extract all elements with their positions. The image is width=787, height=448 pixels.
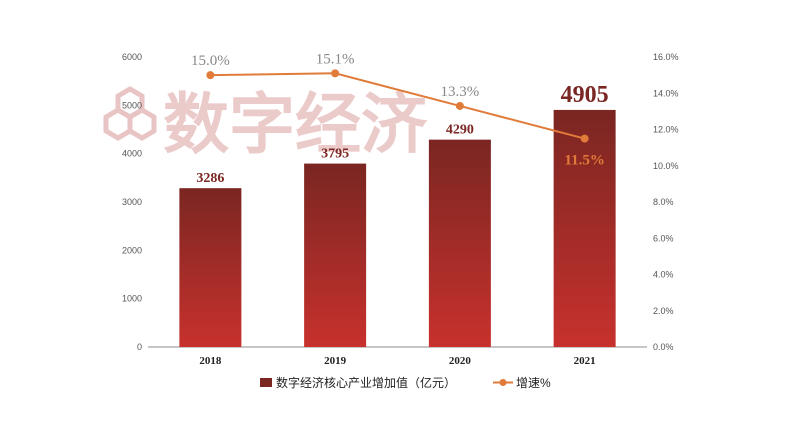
growth-value-label: 15.1% xyxy=(316,51,355,67)
legend-line-marker xyxy=(499,379,507,386)
legend-bar-swatch xyxy=(260,378,272,387)
growth-point xyxy=(206,71,215,80)
y-right-tick-label: 4.0% xyxy=(653,270,674,280)
growth-line-layer xyxy=(206,69,589,143)
y-right-tick-label: 10.0% xyxy=(653,161,679,171)
x-tick-label: 2019 xyxy=(324,355,347,367)
y-right-tick-label: 8.0% xyxy=(653,197,674,207)
x-tick-label: 2018 xyxy=(199,355,222,367)
axes: 0 1000 2000 3000 4000 5000 6000 0.0% 2.0% 4.0% 6.0… xyxy=(122,52,679,367)
y-left-tick-label: 0 xyxy=(137,342,142,352)
y-right-tick-label: 0.0% xyxy=(653,342,674,352)
growth-point xyxy=(331,69,340,78)
y-right-tick-label: 14.0% xyxy=(653,88,679,98)
legend-line-label: 增速% xyxy=(516,376,551,390)
watermark: 数字经济 xyxy=(103,86,428,162)
y-left-tick-label: 5000 xyxy=(122,100,142,110)
y-left-tick-label: 2000 xyxy=(122,245,142,255)
growth-point xyxy=(455,101,464,110)
bar xyxy=(553,109,616,347)
y-right-tick-label: 12.0% xyxy=(653,125,679,135)
legend: 数字经济核心产业增加值（亿元） 增速% xyxy=(260,375,551,390)
bar xyxy=(179,188,242,347)
x-tick-label: 2020 xyxy=(449,355,472,367)
growth-point xyxy=(580,134,589,143)
y-right-tick-label: 2.0% xyxy=(653,306,674,316)
labels: 3286 3795 4290 4905 15.0% 15.1% 13.3% 11.5% xyxy=(191,51,609,186)
y-left-tick-label: 6000 xyxy=(122,52,142,62)
hexagon-logo-icon xyxy=(103,86,157,141)
growth-value-label: 15.0% xyxy=(191,53,230,69)
watermark-text: 数字经济 xyxy=(163,89,428,162)
y-left-tick-label: 4000 xyxy=(122,149,142,159)
bar-value-label: 3286 xyxy=(196,171,224,186)
bar xyxy=(304,163,367,347)
y-left-tick-label: 1000 xyxy=(122,294,142,304)
legend-bar-label: 数字经济核心产业增加值（亿元） xyxy=(276,375,456,390)
growth-value-label: 13.3% xyxy=(441,84,480,100)
bar-value-label: 4290 xyxy=(446,123,474,138)
bar-value-label: 3795 xyxy=(321,147,349,162)
bar xyxy=(428,139,491,347)
growth-value-label: 11.5% xyxy=(564,153,604,169)
y-left-tick-label: 3000 xyxy=(122,197,142,207)
x-tick-label: 2021 xyxy=(574,355,596,367)
y-right-tick-label: 16.0% xyxy=(653,52,679,62)
growth-line xyxy=(210,72,585,140)
bar-value-label: 4905 xyxy=(561,82,609,108)
bars xyxy=(179,109,616,347)
y-right-tick-label: 6.0% xyxy=(653,233,674,243)
